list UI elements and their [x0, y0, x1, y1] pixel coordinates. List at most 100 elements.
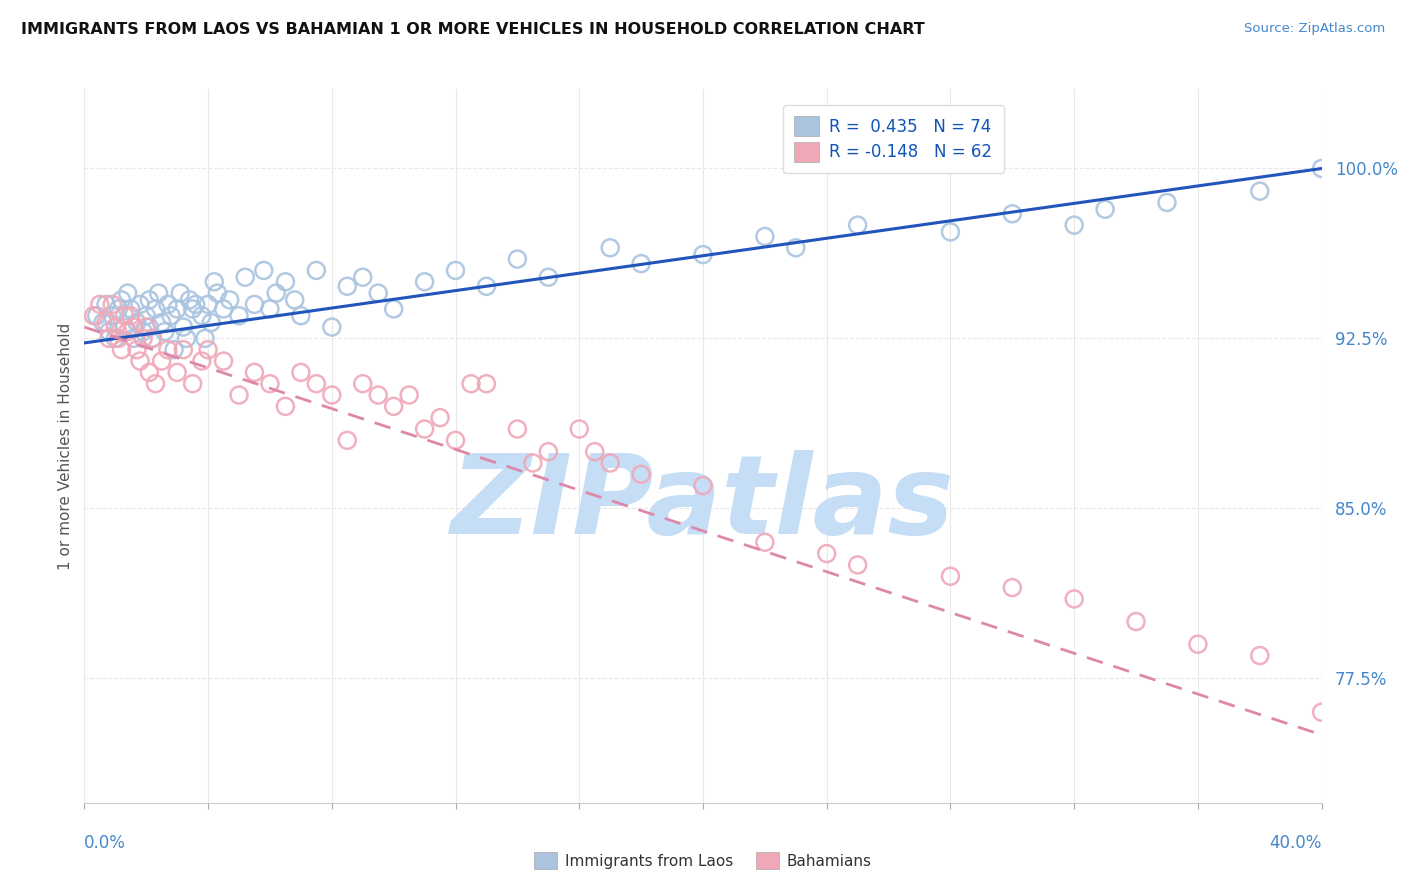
Point — [506, 422, 529, 436]
Y-axis label: 1 or more Vehicles in Household: 1 or more Vehicles in Household — [58, 322, 73, 570]
Point — [179, 293, 201, 307]
Point — [305, 263, 328, 277]
Point — [429, 410, 451, 425]
Point — [125, 343, 148, 357]
Point — [444, 263, 467, 277]
Point — [156, 343, 179, 357]
Point — [228, 309, 250, 323]
Point — [98, 325, 121, 339]
Point — [1310, 161, 1333, 176]
Point — [104, 320, 127, 334]
Point — [141, 331, 163, 345]
Point — [138, 293, 160, 307]
Point — [135, 320, 157, 334]
Point — [413, 422, 436, 436]
Point — [114, 320, 136, 334]
Point — [150, 354, 173, 368]
Point — [264, 286, 287, 301]
Point — [107, 301, 129, 316]
Point — [212, 354, 235, 368]
Point — [259, 301, 281, 316]
Point — [846, 218, 869, 232]
Point — [91, 316, 114, 330]
Point — [104, 331, 127, 345]
Point — [172, 320, 194, 334]
Point — [754, 229, 776, 244]
Point — [120, 301, 142, 316]
Point — [1249, 184, 1271, 198]
Point — [785, 241, 807, 255]
Point — [107, 331, 129, 345]
Point — [336, 279, 359, 293]
Point — [191, 354, 214, 368]
Point — [352, 270, 374, 285]
Point — [150, 316, 173, 330]
Point — [274, 400, 297, 414]
Point — [522, 456, 544, 470]
Text: IMMIGRANTS FROM LAOS VS BAHAMIAN 1 OR MORE VEHICLES IN HOUSEHOLD CORRELATION CHA: IMMIGRANTS FROM LAOS VS BAHAMIAN 1 OR MO… — [21, 22, 925, 37]
Point — [1063, 218, 1085, 232]
Point — [1249, 648, 1271, 663]
Point — [122, 320, 145, 334]
Point — [475, 376, 498, 391]
Point — [1125, 615, 1147, 629]
Point — [537, 444, 560, 458]
Point — [1001, 207, 1024, 221]
Point — [153, 325, 176, 339]
Point — [506, 252, 529, 266]
Point — [475, 279, 498, 293]
Point — [321, 320, 343, 334]
Point — [1310, 705, 1333, 719]
Point — [352, 376, 374, 391]
Point — [94, 316, 117, 330]
Point — [305, 376, 328, 391]
Point — [200, 316, 222, 330]
Point — [181, 301, 204, 316]
Point — [1094, 202, 1116, 217]
Point — [290, 365, 312, 379]
Point — [336, 434, 359, 448]
Point — [194, 331, 217, 345]
Text: Source: ZipAtlas.com: Source: ZipAtlas.com — [1244, 22, 1385, 36]
Point — [815, 547, 838, 561]
Point — [939, 569, 962, 583]
Point — [259, 376, 281, 391]
Point — [1001, 581, 1024, 595]
Point — [120, 309, 142, 323]
Point — [148, 286, 170, 301]
Point — [939, 225, 962, 239]
Point — [228, 388, 250, 402]
Legend: Immigrants from Laos, Bahamians: Immigrants from Laos, Bahamians — [529, 846, 877, 875]
Point — [846, 558, 869, 572]
Point — [138, 320, 160, 334]
Point — [94, 297, 117, 311]
Point — [145, 376, 167, 391]
Point — [138, 365, 160, 379]
Point — [197, 297, 219, 311]
Point — [89, 297, 111, 311]
Point — [568, 422, 591, 436]
Point — [460, 376, 482, 391]
Point — [98, 331, 121, 345]
Point — [630, 467, 652, 482]
Point — [132, 331, 155, 345]
Point — [125, 316, 148, 330]
Point — [207, 286, 229, 301]
Point — [160, 309, 183, 323]
Point — [754, 535, 776, 549]
Point — [413, 275, 436, 289]
Point — [1156, 195, 1178, 210]
Point — [83, 309, 105, 323]
Point — [141, 331, 163, 345]
Point — [367, 388, 389, 402]
Point — [184, 297, 207, 311]
Point — [382, 301, 405, 316]
Point — [599, 456, 621, 470]
Point — [398, 388, 420, 402]
Point — [172, 343, 194, 357]
Point — [444, 434, 467, 448]
Legend: R =  0.435   N = 74, R = -0.148   N = 62: R = 0.435 N = 74, R = -0.148 N = 62 — [783, 104, 1004, 173]
Point — [692, 247, 714, 261]
Point — [110, 293, 132, 307]
Text: 40.0%: 40.0% — [1270, 834, 1322, 852]
